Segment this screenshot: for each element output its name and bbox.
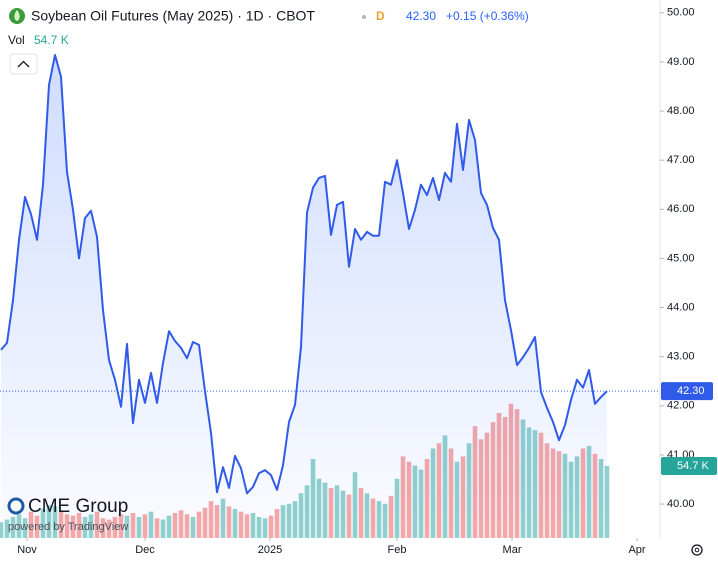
settings-icon[interactable]: [691, 544, 703, 556]
powered-by: powered by TradingView: [8, 521, 128, 533]
logo-text: CME Group: [28, 496, 128, 517]
y-tick-label: 43.00: [667, 351, 695, 363]
logo-icon: [7, 497, 25, 515]
x-tick-label: Apr: [628, 544, 645, 556]
volume-value: 54.7 K: [34, 33, 69, 47]
volume-tag: [661, 457, 717, 476]
settings-icon-core: [694, 547, 700, 553]
y-tick-label: 42.00: [667, 400, 695, 412]
price-line: [0, 54, 608, 495]
x-tick-label: Nov: [17, 544, 37, 556]
collapse-button[interactable]: [9, 53, 38, 75]
last-price-tag-label: 42.30: [677, 385, 705, 397]
volume-title: Vol: [8, 33, 25, 47]
x-tick-label: Feb: [388, 544, 407, 556]
y-tick-label: 40.00: [667, 498, 695, 510]
y-tick-label: 45.00: [667, 252, 695, 264]
y-tick-label: 46.00: [667, 203, 695, 215]
x-tick-label: 2025: [258, 544, 282, 556]
last-price-tag: [661, 382, 713, 401]
x-tick-label: Dec: [135, 544, 155, 556]
interval-badge: D: [376, 9, 385, 23]
y-tick-label: 49.00: [667, 56, 695, 68]
collapse-chevron: [17, 60, 30, 68]
price-change: +0.15 (+0.36%): [446, 9, 529, 23]
volume-bar: [604, 466, 610, 538]
x-tick-label: Mar: [503, 544, 522, 556]
status-dot: [362, 15, 366, 19]
last-price: 42.30: [406, 9, 436, 23]
chart-title: Soybean Oil Futures (May 2025) · 1D · CB…: [31, 8, 315, 24]
volume-tag-label: 54.7 K: [677, 460, 709, 472]
symbol-icon-drop: [14, 10, 20, 21]
y-tick-label: 44.00: [667, 301, 695, 313]
y-tick-label: 50.00: [667, 7, 695, 19]
y-tick-label: 47.00: [667, 154, 695, 166]
y-tick-label: 48.00: [667, 105, 695, 117]
